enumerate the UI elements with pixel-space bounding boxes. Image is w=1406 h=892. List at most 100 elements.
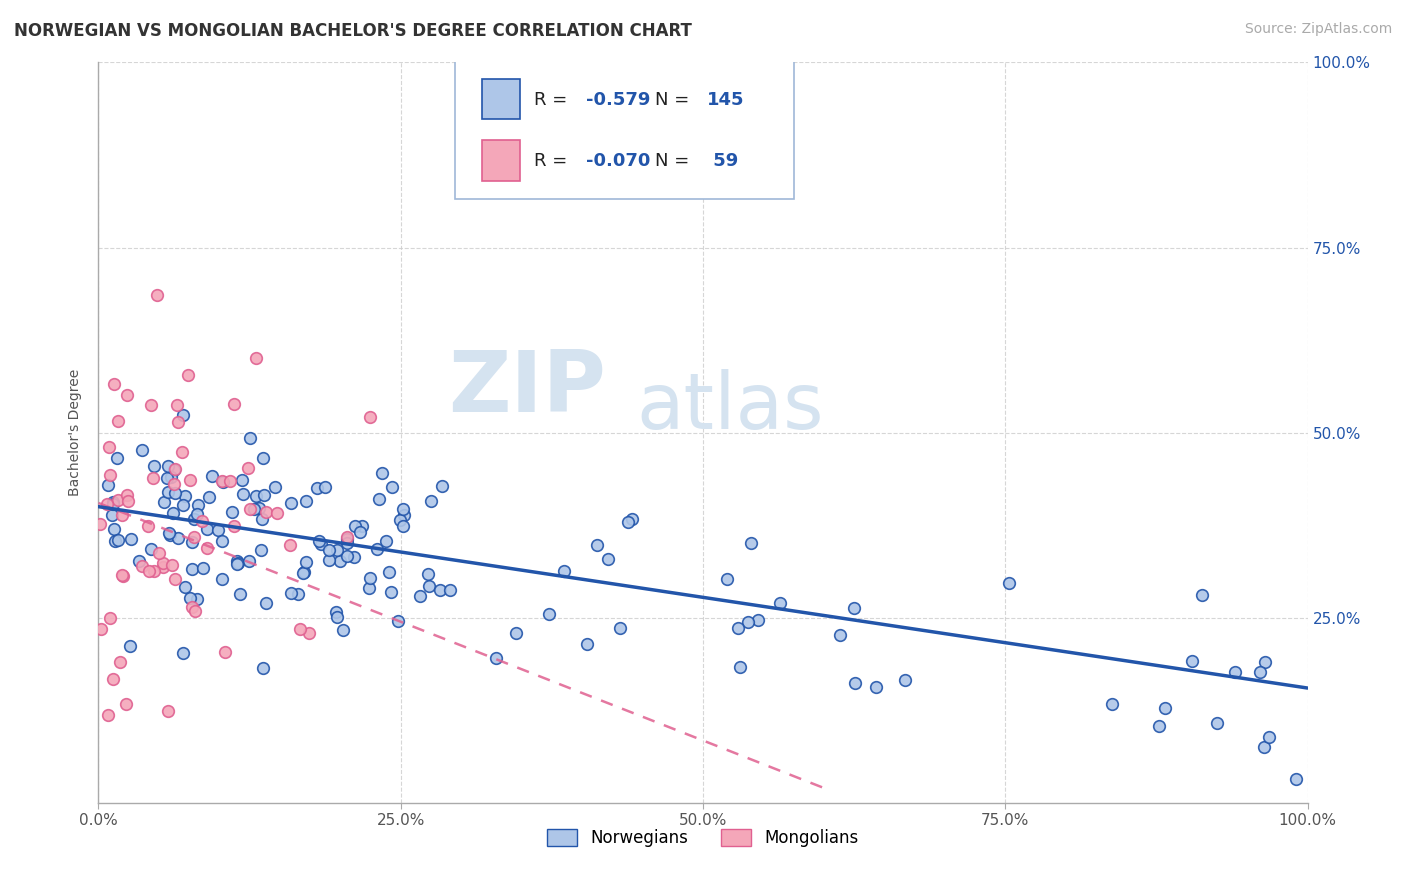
Point bbox=[225, 554, 247, 568]
Point bbox=[418, 566, 440, 581]
Point bbox=[96, 497, 118, 511]
Point bbox=[103, 376, 125, 391]
Point bbox=[1191, 588, 1213, 602]
Point bbox=[105, 450, 128, 465]
Point bbox=[325, 605, 347, 619]
Point bbox=[280, 586, 302, 600]
Bar bbox=[482, 78, 520, 120]
Point bbox=[211, 572, 233, 586]
Point bbox=[211, 474, 233, 488]
Point bbox=[828, 628, 851, 642]
Point bbox=[392, 508, 415, 523]
Point bbox=[350, 519, 373, 533]
Point bbox=[195, 522, 218, 536]
Point bbox=[1206, 716, 1229, 731]
Text: -0.070: -0.070 bbox=[586, 152, 650, 169]
Point bbox=[162, 507, 184, 521]
Point bbox=[98, 468, 121, 483]
Point bbox=[166, 398, 188, 412]
Point bbox=[252, 512, 274, 526]
Point bbox=[143, 458, 166, 473]
Point bbox=[295, 493, 318, 508]
Point bbox=[429, 582, 451, 597]
Point bbox=[336, 549, 359, 563]
Point bbox=[195, 541, 218, 555]
Point bbox=[844, 601, 866, 615]
Text: 59: 59 bbox=[707, 152, 738, 169]
Point bbox=[349, 524, 371, 539]
Point bbox=[115, 388, 138, 402]
Point bbox=[142, 471, 165, 485]
Point bbox=[290, 622, 312, 636]
Point bbox=[183, 530, 205, 544]
Point bbox=[159, 527, 181, 541]
Point bbox=[103, 522, 125, 536]
Point bbox=[392, 519, 415, 533]
Point bbox=[174, 580, 197, 594]
Point bbox=[617, 515, 640, 529]
Point bbox=[108, 655, 131, 669]
Point bbox=[183, 604, 205, 618]
Point bbox=[114, 698, 136, 712]
Point bbox=[238, 554, 260, 568]
Point bbox=[165, 462, 187, 476]
Point bbox=[380, 584, 402, 599]
Point bbox=[740, 536, 762, 550]
Point bbox=[538, 607, 561, 622]
Point bbox=[1254, 655, 1277, 669]
Point bbox=[359, 571, 381, 585]
Point bbox=[160, 470, 183, 484]
Point bbox=[596, 552, 619, 566]
Point bbox=[308, 534, 330, 549]
Point bbox=[865, 681, 887, 695]
Point bbox=[153, 495, 176, 509]
Point bbox=[221, 505, 243, 519]
Point bbox=[157, 526, 180, 541]
Point bbox=[367, 491, 389, 506]
Point bbox=[388, 513, 411, 527]
Point bbox=[716, 572, 738, 586]
Point bbox=[181, 561, 204, 575]
Point bbox=[769, 595, 792, 609]
Point bbox=[1253, 739, 1275, 754]
Point bbox=[844, 676, 866, 690]
Point bbox=[249, 500, 271, 515]
Point bbox=[128, 553, 150, 567]
Point bbox=[253, 488, 276, 502]
Point bbox=[156, 471, 179, 485]
Point bbox=[219, 474, 242, 488]
Point bbox=[172, 408, 194, 422]
Point bbox=[212, 475, 235, 490]
Point bbox=[1101, 697, 1123, 711]
Point bbox=[1149, 719, 1171, 733]
Point bbox=[997, 575, 1019, 590]
Point bbox=[166, 531, 188, 545]
Point bbox=[366, 541, 388, 556]
Point bbox=[343, 518, 366, 533]
Point bbox=[326, 543, 349, 558]
Point bbox=[172, 646, 194, 660]
Text: ZIP: ZIP bbox=[449, 347, 606, 430]
Point bbox=[553, 564, 575, 578]
Point bbox=[370, 466, 392, 480]
Point bbox=[418, 579, 440, 593]
Point bbox=[336, 535, 359, 549]
Point bbox=[101, 508, 124, 522]
Point bbox=[318, 552, 340, 566]
Point bbox=[254, 505, 277, 519]
Point bbox=[737, 615, 759, 630]
Point bbox=[163, 477, 186, 491]
Text: atlas: atlas bbox=[637, 368, 824, 445]
Point bbox=[263, 480, 285, 494]
Point bbox=[430, 479, 453, 493]
Point bbox=[101, 497, 124, 511]
Point bbox=[357, 581, 380, 595]
Point bbox=[89, 516, 111, 531]
Point bbox=[157, 704, 180, 718]
Point bbox=[239, 431, 262, 445]
Point bbox=[291, 566, 314, 581]
Point bbox=[298, 625, 321, 640]
Point bbox=[107, 493, 129, 508]
Bar bbox=[482, 140, 520, 181]
Point bbox=[187, 498, 209, 512]
